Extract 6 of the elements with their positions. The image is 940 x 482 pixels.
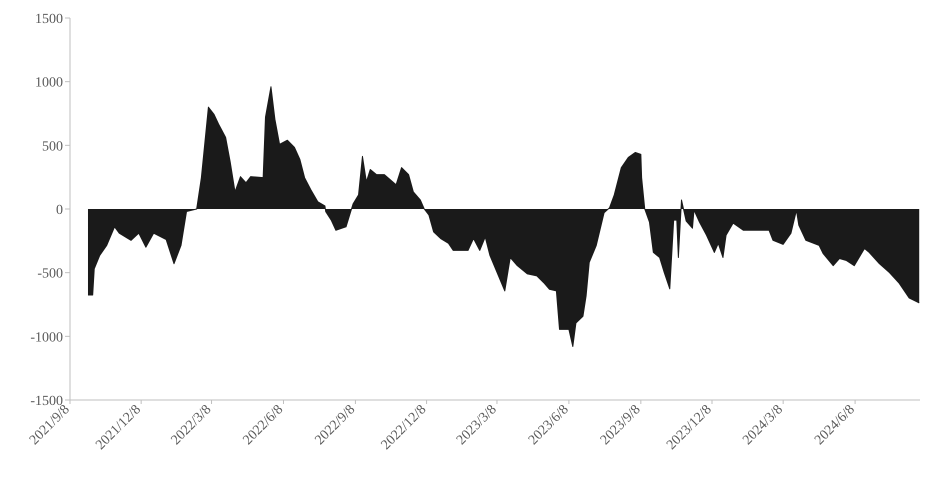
y-tick-label: -500 (37, 266, 63, 282)
y-tick-label: 500 (42, 139, 63, 154)
y-tick-label: 1000 (35, 76, 63, 91)
y-tick-label: 0 (56, 202, 63, 218)
y-tick-label: 1500 (35, 12, 63, 27)
y-tick-label: -1000 (30, 330, 63, 346)
